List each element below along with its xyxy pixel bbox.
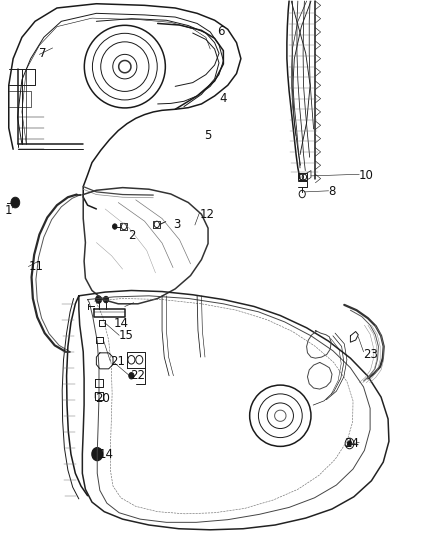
Text: 5: 5 [204, 130, 211, 142]
Text: 15: 15 [119, 329, 134, 342]
Text: 11: 11 [28, 260, 43, 273]
Text: 3: 3 [173, 219, 180, 231]
Text: 10: 10 [359, 169, 374, 182]
Text: 12: 12 [199, 208, 214, 221]
Text: 24: 24 [344, 437, 359, 450]
Text: 20: 20 [95, 392, 110, 405]
Text: 23: 23 [364, 348, 378, 361]
Text: 1: 1 [5, 204, 12, 217]
Text: 8: 8 [328, 185, 336, 198]
Text: 14: 14 [99, 448, 113, 461]
Text: 14: 14 [114, 317, 129, 330]
Circle shape [103, 296, 109, 303]
Circle shape [347, 441, 352, 446]
Text: 6: 6 [217, 26, 224, 38]
Text: 2: 2 [127, 229, 135, 242]
Circle shape [92, 448, 102, 461]
Circle shape [95, 296, 102, 303]
Circle shape [129, 373, 134, 379]
Text: 7: 7 [39, 47, 47, 60]
Circle shape [113, 224, 117, 229]
Text: 4: 4 [219, 92, 226, 105]
Text: 21: 21 [110, 355, 125, 368]
Text: 22: 22 [130, 369, 145, 382]
Circle shape [11, 197, 20, 208]
